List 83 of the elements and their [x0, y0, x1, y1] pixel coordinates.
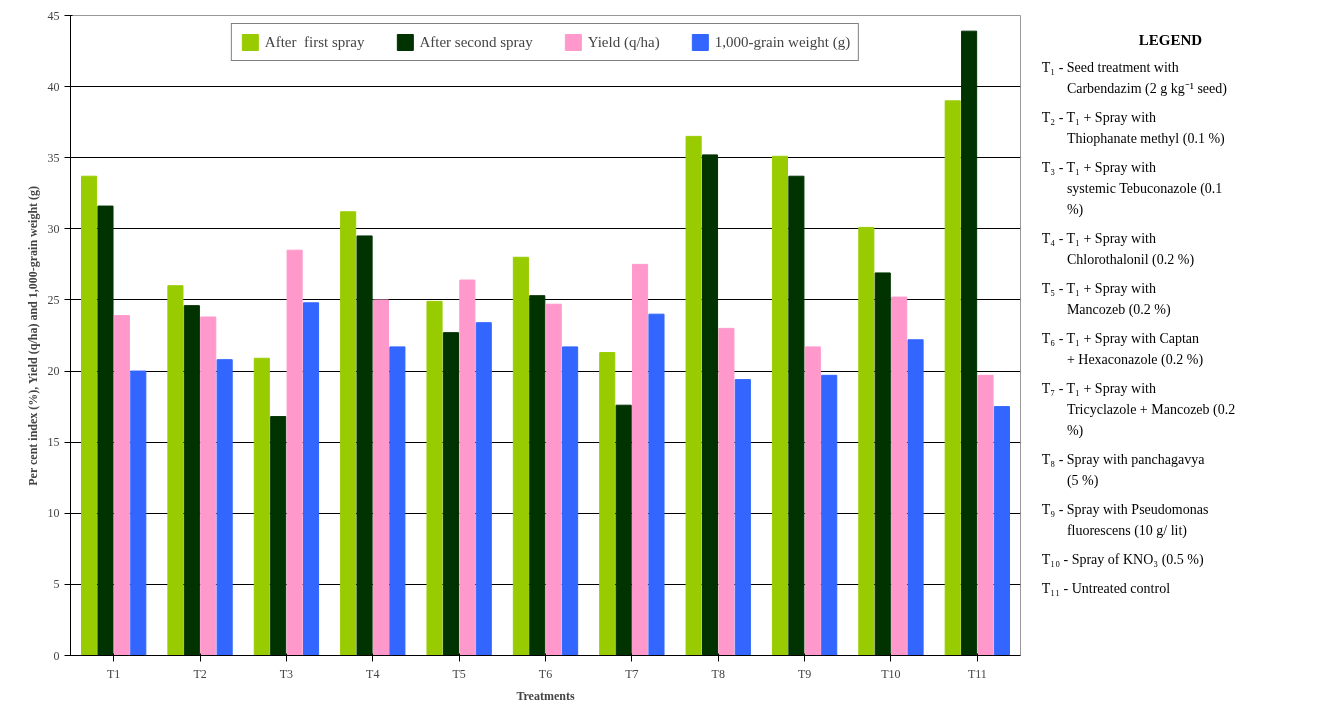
x-tick-label: T7: [625, 666, 639, 681]
bar: [459, 279, 476, 656]
bar: [253, 357, 270, 656]
bar: [977, 374, 994, 656]
bar: [648, 313, 665, 656]
x-axis-title: Treatments: [516, 688, 575, 703]
bar: [442, 332, 459, 656]
bar: [961, 30, 978, 656]
bar: [821, 374, 838, 656]
legend-label: 1,000-grain weight (g): [714, 33, 851, 51]
x-tick-label: T5: [452, 666, 466, 681]
bar: [97, 205, 114, 656]
bar: [804, 346, 821, 656]
bar: [200, 316, 217, 656]
bar: [512, 256, 529, 656]
bar: [475, 322, 492, 656]
legend-label: After first spray: [264, 33, 365, 51]
text: T₉ - Spray with Pseudomonas fluorescens (10 g/ lit): [1041, 501, 1209, 540]
x-tick-label: T11: [967, 666, 987, 681]
bar: [81, 175, 98, 656]
text: LEGEND: [1138, 31, 1203, 48]
y-tick-label: 25: [47, 292, 60, 307]
bar: [788, 175, 805, 656]
bar: [216, 359, 233, 656]
bar: [130, 370, 147, 656]
bar: [340, 211, 357, 656]
bar: [426, 300, 443, 656]
bar: [874, 272, 891, 656]
x-tick-label: T2: [193, 666, 207, 681]
bar: [993, 406, 1010, 656]
bar: [685, 135, 702, 656]
text: T₁ - Seed treatment with Carbendazim (2 g kg⁻¹ seed): [1041, 60, 1228, 98]
bar: [389, 346, 406, 656]
x-tick-label: T9: [797, 666, 812, 681]
text: T₁₀ - Spray of KNO₃ (0.5 %): [1041, 551, 1205, 568]
bar: [545, 303, 562, 656]
bar: [944, 100, 961, 656]
x-tick-label: T3: [279, 666, 294, 681]
bar: [858, 226, 875, 656]
bar: [529, 295, 546, 656]
bar: [734, 379, 751, 656]
x-tick-label: T4: [366, 666, 380, 681]
bar: [113, 315, 130, 656]
x-tick-label: T8: [711, 666, 725, 681]
y-axis-title: Per cent index (%), Yield (q/ha) and 1,000-grain weight (g): [25, 185, 40, 486]
text: T₇ - T₁ + Spray with Tricyclazole + Mancozeb (0.2 %): [1041, 380, 1236, 440]
bar: [270, 416, 287, 656]
y-tick-label: 20: [47, 364, 60, 379]
y-tick-label: 30: [47, 221, 60, 236]
y-tick-label: 35: [47, 150, 60, 165]
bar: [302, 302, 320, 656]
bar: [771, 155, 789, 656]
bar: [891, 296, 908, 656]
bar: [718, 327, 735, 656]
x-tick-label: T1: [107, 666, 121, 681]
x-tick-label: T6: [538, 666, 553, 681]
bar: [632, 263, 649, 656]
y-tick-label: 0: [53, 648, 60, 663]
text: T₄ - T₁ + Spray with Chlorothalonil (0.2 %): [1041, 231, 1195, 269]
bar: [167, 285, 184, 656]
bar: [907, 339, 924, 656]
x-tick-label: T10: [881, 666, 901, 681]
bar: [286, 249, 303, 656]
bar: [356, 235, 373, 656]
y-tick-label: 15: [47, 435, 60, 450]
bar: [599, 352, 616, 656]
text: T₃ - T₁ + Spray with systemic Tebuconazole (0.1 %): [1041, 160, 1223, 219]
bar: [701, 154, 719, 656]
y-tick-label: 45: [47, 8, 60, 23]
y-tick-label: 40: [47, 79, 60, 94]
text: T₈ - Spray with panchagavya (5 %): [1041, 451, 1206, 490]
bar: [615, 404, 632, 656]
bar: [183, 305, 200, 656]
text: T₆ - T₁ + Spray with Captan + Hexaconazole (0.2 %): [1041, 331, 1204, 369]
y-tick-label: 5: [53, 577, 60, 592]
y-tick-label: 10: [47, 506, 60, 521]
legend-label: After second spray: [419, 33, 533, 51]
text: T₁₁ - Untreated control: [1041, 580, 1171, 596]
legend-label: Yield (q/ha): [587, 33, 660, 51]
text: T₂ - T₁ + Spray with Thiophanate methyl (0.1 %): [1041, 110, 1226, 148]
text: T₅ - T₁ + Spray with Mancozeb (0.2 %): [1041, 281, 1172, 319]
bar: [562, 346, 579, 656]
bar: [372, 299, 390, 656]
